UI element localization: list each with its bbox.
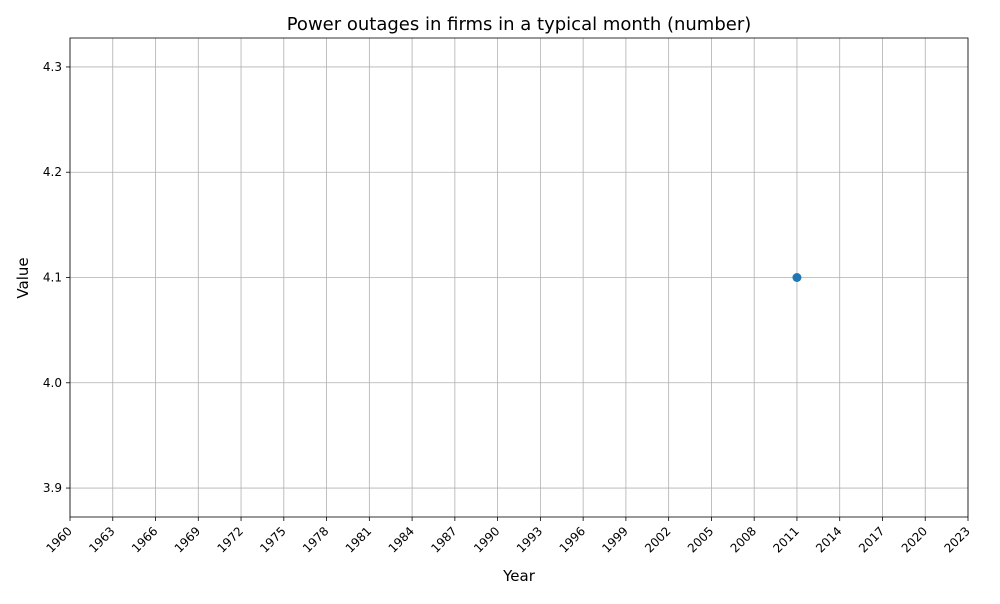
x-tick-label: 1993: [514, 524, 545, 555]
chart-title: Power outages in firms in a typical mont…: [287, 14, 752, 35]
x-axis-label: Year: [502, 567, 536, 585]
axes-layer: 1960 1963 1966 1969 1972 1975 1978 1981 1984 1987…: [43, 37, 973, 556]
x-tick-label: 1984: [386, 524, 417, 555]
x-tick-label: 1963: [86, 524, 117, 555]
x-tick-label: 1969: [172, 524, 203, 555]
x-tick-label: 2017: [856, 524, 887, 555]
x-tick-label: 1987: [428, 524, 459, 555]
plot-frame: [69, 37, 969, 518]
x-tick-label: 1981: [343, 524, 374, 555]
x-tick-label: 1978: [300, 524, 331, 555]
x-tick-label: 1966: [129, 524, 160, 555]
marks-layer: [792, 273, 802, 282]
x-tick-label: 1972: [214, 524, 245, 555]
x-tick-label: 1996: [557, 524, 588, 555]
x-tick-label: 1975: [257, 524, 288, 555]
y-tick-label: 4.1: [43, 271, 62, 285]
x-tick-label: 2002: [642, 524, 673, 555]
x-tick-label: 1999: [599, 524, 630, 555]
y-tick-label: 4.2: [43, 165, 62, 179]
y-tick-label: 4.0: [43, 376, 62, 390]
x-tick-label: 2023: [941, 524, 972, 555]
x-tick-label: 2005: [685, 524, 716, 555]
y-axis-label: Value: [14, 257, 32, 298]
x-tick-label: 1960: [43, 524, 74, 555]
x-tick-label: 2014: [813, 524, 844, 555]
y-tick-label: 4.3: [43, 60, 62, 74]
data-point: [792, 273, 802, 282]
x-tick-label: 1990: [471, 524, 502, 555]
x-tick-label: 2011: [770, 524, 801, 555]
grid-layer: [69, 38, 969, 517]
x-tick-label: 2008: [728, 524, 759, 555]
x-tick-label: 2020: [899, 524, 930, 555]
y-tick-label: 3.9: [43, 481, 62, 495]
